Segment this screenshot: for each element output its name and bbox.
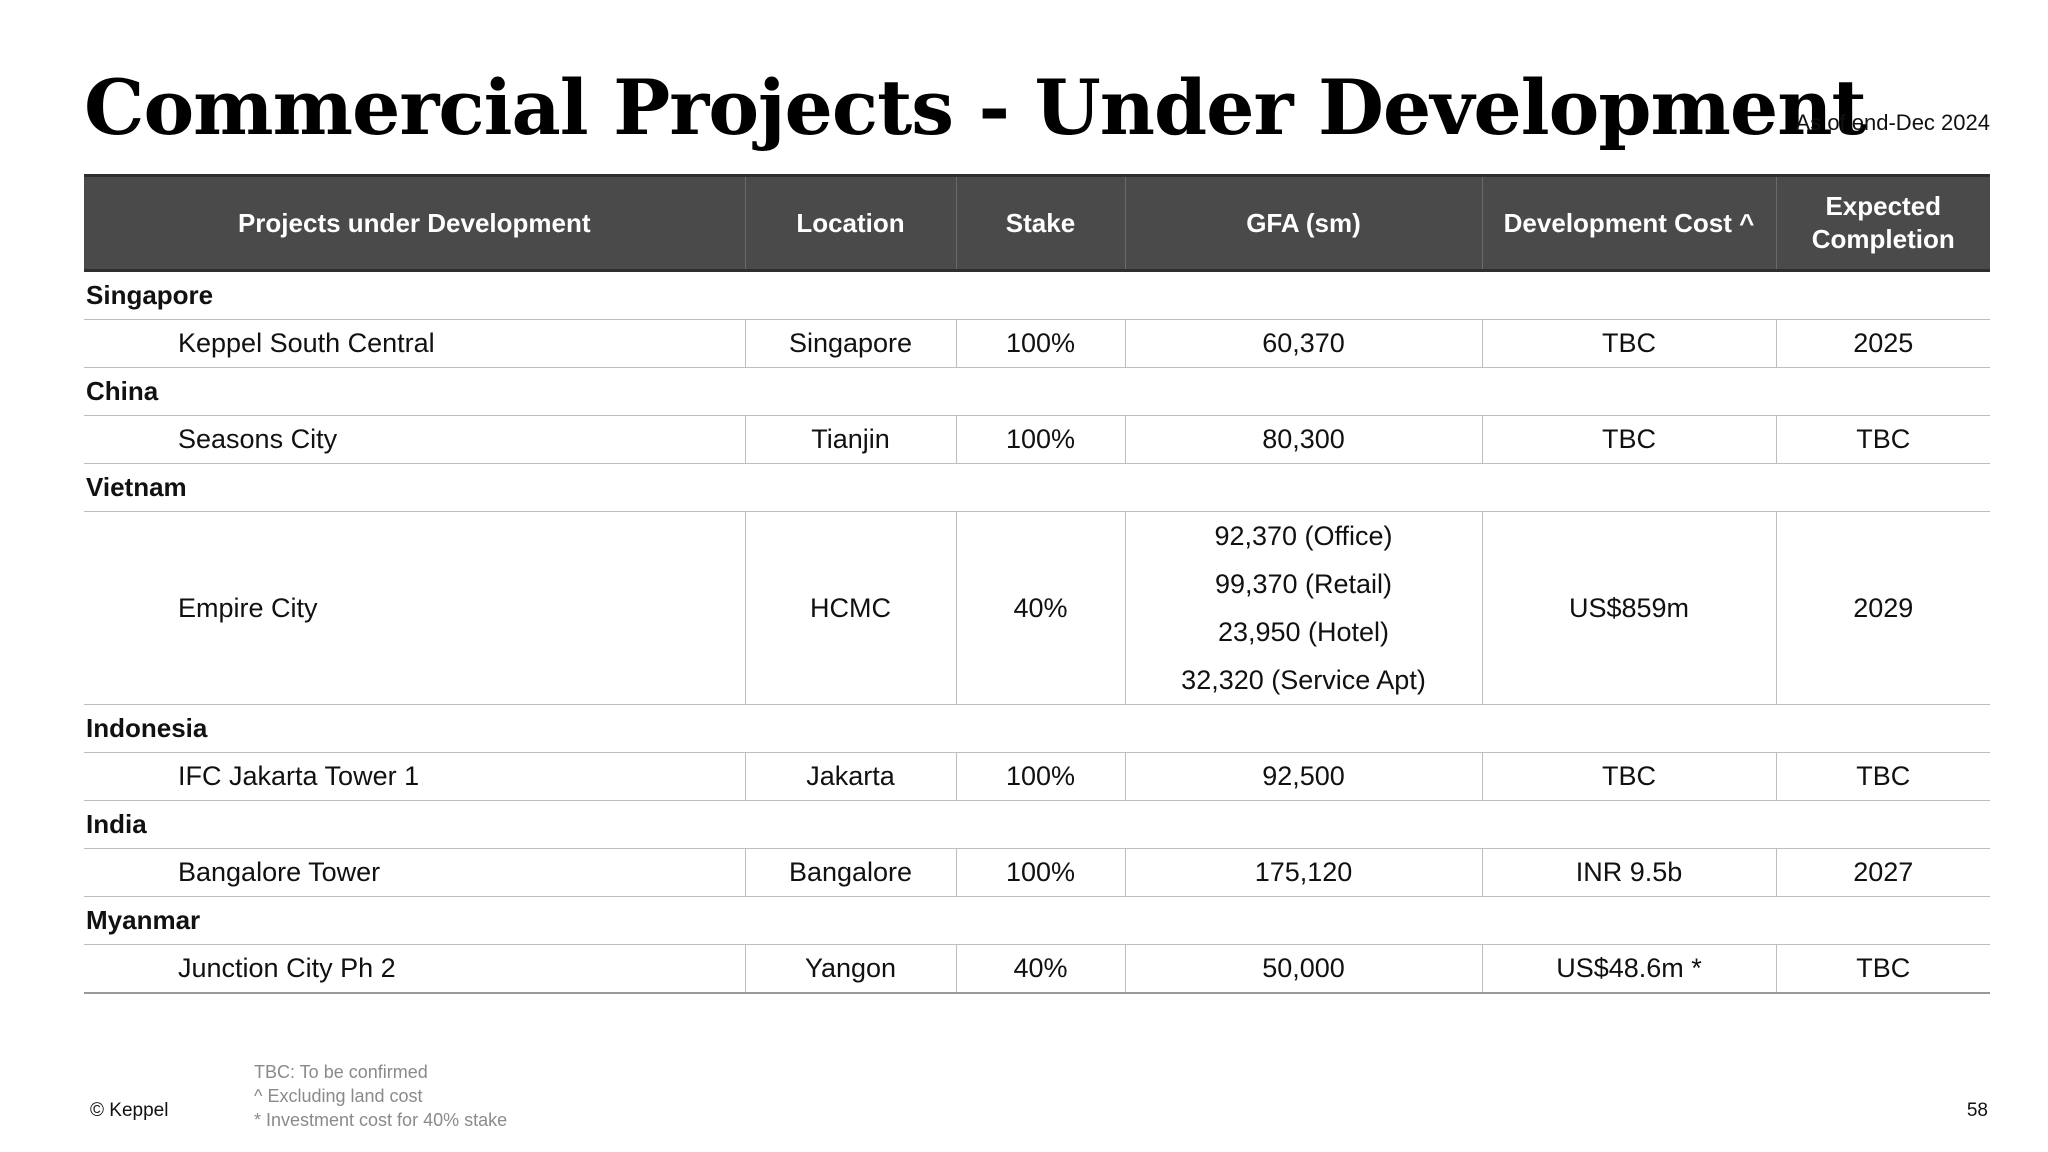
project-name: Keppel South Central bbox=[84, 319, 745, 368]
project-cost: INR 9.5b bbox=[1481, 848, 1776, 897]
project-name: Bangalore Tower bbox=[84, 848, 745, 897]
project-stake: 40% bbox=[955, 511, 1125, 705]
table-row: Seasons City Tianjin 100% 80,300 TBC TBC bbox=[84, 415, 1990, 464]
project-stake: 100% bbox=[955, 319, 1125, 368]
project-stake: 40% bbox=[955, 944, 1125, 994]
project-location: HCMC bbox=[744, 511, 956, 705]
project-location: Bangalore bbox=[744, 848, 956, 897]
footnote-tbc: TBC: To be confirmed bbox=[254, 1062, 428, 1082]
page-number: 58 bbox=[1966, 1100, 1988, 1121]
project-gfa: 80,300 bbox=[1124, 415, 1482, 464]
project-cost: TBC bbox=[1481, 415, 1776, 464]
copyright: © Keppel bbox=[90, 1100, 169, 1121]
project-completion: TBC bbox=[1775, 752, 1990, 801]
region-label: China bbox=[84, 367, 1990, 416]
project-completion: 2025 bbox=[1775, 319, 1990, 368]
project-stake: 100% bbox=[955, 752, 1125, 801]
region-row: India bbox=[84, 800, 1990, 849]
region-row: China bbox=[84, 367, 1990, 416]
region-label: Vietnam bbox=[84, 463, 1990, 512]
table-row: Empire City HCMC 40% 92,370 (Office) 99,… bbox=[84, 511, 1990, 705]
column-header-location: Location bbox=[744, 174, 956, 272]
footnote-land-cost: ^ Excluding land cost bbox=[254, 1086, 423, 1106]
column-header-gfa: GFA (sm) bbox=[1124, 174, 1482, 272]
region-label: India bbox=[84, 800, 1990, 849]
table-row: Keppel South Central Singapore 100% 60,3… bbox=[84, 319, 1990, 368]
region-row: Vietnam bbox=[84, 463, 1990, 512]
table-row: IFC Jakarta Tower 1 Jakarta 100% 92,500 … bbox=[84, 752, 1990, 801]
table-header-row: Projects under Development Location Stak… bbox=[84, 174, 1990, 272]
region-row: Myanmar bbox=[84, 896, 1990, 945]
project-stake: 100% bbox=[955, 848, 1125, 897]
page-title: Commercial Projects - Under Development bbox=[84, 63, 1867, 152]
region-row: Singapore bbox=[84, 270, 1990, 320]
gfa-office: 92,370 (Office) bbox=[1214, 521, 1393, 551]
region-label: Singapore bbox=[84, 270, 1990, 320]
gfa-service-apt: 32,320 (Service Apt) bbox=[1181, 665, 1426, 695]
column-header-stake: Stake bbox=[955, 174, 1125, 272]
project-location: Jakarta bbox=[744, 752, 956, 801]
project-name: Empire City bbox=[84, 511, 745, 705]
projects-table: Projects under Development Location Stak… bbox=[84, 174, 1990, 994]
project-name: IFC Jakarta Tower 1 bbox=[84, 752, 745, 801]
region-label: Indonesia bbox=[84, 704, 1990, 753]
project-cost: TBC bbox=[1481, 752, 1776, 801]
footnote-investment-cost: * Investment cost for 40% stake bbox=[254, 1110, 508, 1130]
column-header-development-cost: Development Cost ^ bbox=[1481, 174, 1776, 272]
region-row: Indonesia bbox=[84, 704, 1990, 753]
project-cost: US$859m bbox=[1481, 511, 1776, 705]
project-gfa: 92,500 bbox=[1124, 752, 1482, 801]
project-stake: 100% bbox=[955, 415, 1125, 464]
project-gfa: 175,120 bbox=[1124, 848, 1482, 897]
project-name: Junction City Ph 2 bbox=[84, 944, 745, 994]
footnotes: TBC: To be confirmed ^ Excluding land co… bbox=[254, 1060, 507, 1132]
project-location: Tianjin bbox=[744, 415, 956, 464]
project-location: Singapore bbox=[744, 319, 956, 368]
project-completion: 2027 bbox=[1775, 848, 1990, 897]
gfa-hotel: 23,950 (Hotel) bbox=[1217, 617, 1390, 647]
column-header-project: Projects under Development bbox=[84, 174, 745, 272]
as-of-date: As of end-Dec 2024 bbox=[1795, 110, 1990, 135]
project-location: Yangon bbox=[744, 944, 956, 994]
column-header-expected-completion: Expected Completion bbox=[1775, 174, 1990, 272]
project-gfa: 92,370 (Office) 99,370 (Retail) 23,950 (… bbox=[1124, 511, 1482, 705]
project-completion: TBC bbox=[1775, 415, 1990, 464]
project-name: Seasons City bbox=[84, 415, 745, 464]
project-cost: TBC bbox=[1481, 319, 1776, 368]
table-row: Bangalore Tower Bangalore 100% 175,120 I… bbox=[84, 848, 1990, 897]
project-cost: US$48.6m * bbox=[1481, 944, 1776, 994]
project-gfa: 50,000 bbox=[1124, 944, 1482, 994]
project-completion: 2029 bbox=[1775, 511, 1990, 705]
table-row: Junction City Ph 2 Yangon 40% 50,000 US$… bbox=[84, 944, 1990, 994]
region-label: Myanmar bbox=[84, 896, 1990, 945]
gfa-retail: 99,370 (Retail) bbox=[1214, 569, 1393, 599]
project-completion: TBC bbox=[1775, 944, 1990, 994]
project-gfa: 60,370 bbox=[1124, 319, 1482, 368]
